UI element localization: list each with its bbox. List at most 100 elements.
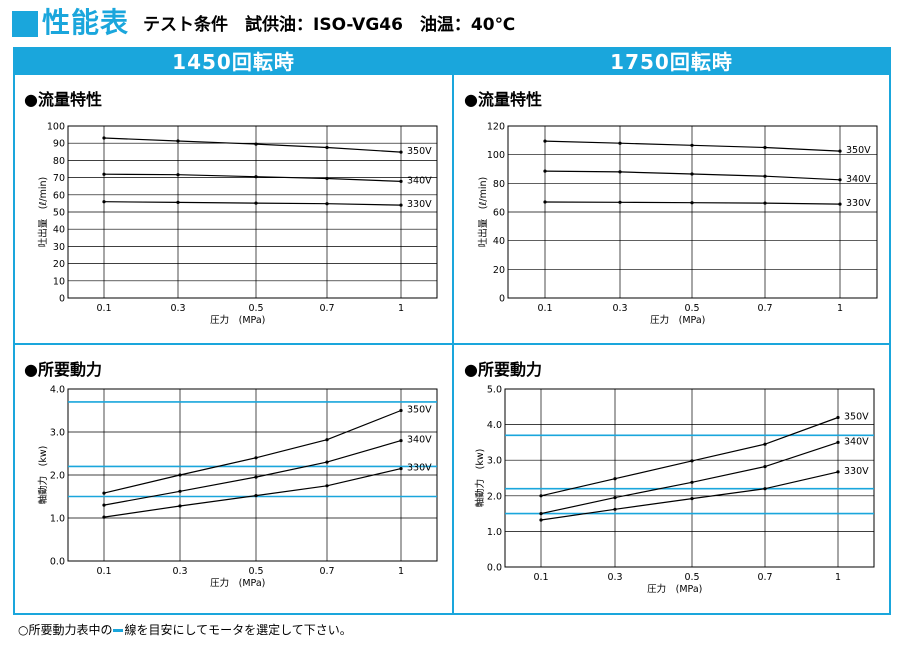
data-point-330V — [325, 484, 329, 488]
data-point-350V — [325, 145, 329, 150]
x-axis-label: 圧力 (MPa) — [210, 577, 265, 589]
data-point-340V — [325, 176, 329, 181]
data-point-340V — [763, 465, 767, 469]
data-point-350V — [399, 150, 403, 154]
data-point-350V — [254, 456, 258, 460]
x-tick-label: 0.5 — [248, 566, 263, 577]
data-point-340V — [763, 174, 767, 178]
y-tick-label: 4.0 — [50, 385, 65, 396]
data-point-340V — [399, 179, 403, 183]
y-tick-label: 0.0 — [487, 563, 502, 574]
data-point-350V — [178, 473, 182, 477]
x-tick-label: 0.1 — [533, 572, 548, 583]
data-point-340V — [254, 175, 258, 179]
column-header-1450: 1450回転時 — [15, 49, 452, 75]
x-tick-label: 1 — [837, 303, 843, 314]
data-point-350V — [838, 149, 842, 153]
y-tick-label: 20 — [53, 259, 65, 270]
data-point-340V — [613, 496, 617, 500]
y-tick-label: 50 — [53, 208, 65, 219]
y-tick-label: 100 — [47, 122, 65, 133]
series-label-330V: 330V — [407, 199, 432, 210]
data-point-350V — [399, 408, 403, 413]
data-point-350V — [102, 491, 106, 495]
y-tick-label: 1.0 — [50, 514, 65, 525]
y-tick-label: 120 — [487, 122, 505, 133]
y-tick-label: 2.0 — [50, 471, 65, 482]
data-point-330V — [176, 200, 180, 204]
y-axis-label: 吐出量 (ℓ/min) — [37, 177, 49, 247]
x-axis-label: 圧力 (MPa) — [647, 583, 702, 595]
data-point-330V — [763, 487, 767, 491]
data-point-330V — [102, 515, 106, 519]
flow-section-title-left: ●流量特性 — [24, 90, 102, 109]
x-axis-label: 圧力 (MPa) — [650, 314, 705, 326]
plot-area — [504, 388, 875, 568]
data-point-350V — [690, 143, 694, 147]
data-point-350V — [618, 141, 622, 145]
x-tick-label: 1 — [835, 572, 841, 583]
data-point-340V — [618, 170, 622, 174]
x-tick-label: 0.3 — [612, 303, 627, 314]
x-tick-label: 1 — [398, 303, 404, 314]
y-tick-label: 90 — [53, 139, 65, 150]
x-tick-label: 0.3 — [172, 566, 187, 577]
footnote-text-before: ○所要動力表中の — [18, 623, 113, 637]
y-tick-label: 40 — [53, 225, 65, 236]
data-point-350V — [325, 438, 329, 442]
series-label-330V: 330V — [846, 198, 871, 209]
x-tick-label: 0.1 — [537, 303, 552, 314]
data-point-330V — [325, 202, 329, 206]
series-label-350V: 350V — [407, 146, 432, 157]
data-point-340V — [102, 503, 106, 507]
footnote: ○所要動力表中の 線を目安にしてモータを選定して下さい。 — [18, 621, 352, 638]
data-point-330V — [618, 200, 622, 204]
x-tick-label: 0.7 — [319, 566, 334, 577]
y-tick-label: 4.0 — [487, 420, 502, 431]
x-tick-label: 0.7 — [757, 572, 772, 583]
data-point-330V — [539, 518, 543, 522]
y-axis-label: 軸動力 (kw) — [37, 446, 49, 505]
x-tick-label: 0.5 — [684, 303, 699, 314]
y-tick-label: 60 — [53, 190, 65, 201]
data-point-350V — [613, 477, 617, 481]
footnote-text-after: 線を目安にしてモータを選定して下さい。 — [124, 623, 352, 637]
series-label-340V: 340V — [407, 435, 432, 446]
y-tick-label: 80 — [493, 179, 505, 190]
series-label-340V: 340V — [846, 174, 871, 185]
data-point-340V — [836, 440, 840, 444]
data-point-340V — [102, 172, 106, 176]
x-tick-label: 0.7 — [757, 303, 772, 314]
data-point-350V — [539, 494, 543, 498]
flow-section-title-right: ●流量特性 — [464, 90, 542, 109]
x-tick-label: 0.7 — [319, 303, 334, 314]
y-tick-label: 70 — [53, 173, 65, 184]
series-label-340V: 340V — [844, 436, 869, 447]
data-point-330V — [399, 203, 403, 207]
data-point-330V — [254, 494, 258, 498]
data-point-340V — [690, 480, 694, 484]
y-tick-label: 80 — [53, 156, 65, 167]
y-axis-label: 吐出量 (ℓ/min) — [477, 177, 489, 247]
data-point-330V — [254, 201, 258, 205]
title-square-icon — [12, 11, 38, 37]
data-point-330V — [613, 507, 617, 511]
y-tick-label: 60 — [493, 208, 505, 219]
page-header: 性能表 テスト条件 試供油：ISO-VG46 油温：40℃ — [12, 6, 515, 40]
x-tick-label: 0.5 — [684, 572, 699, 583]
data-point-340V — [399, 439, 403, 443]
test-condition: テスト条件 試供油：ISO-VG46 油温：40℃ — [143, 15, 516, 35]
x-tick-label: 0.1 — [96, 303, 111, 314]
y-tick-label: 3.0 — [50, 428, 65, 439]
y-tick-label: 1.0 — [487, 527, 502, 538]
y-tick-label: 10 — [53, 276, 65, 287]
x-tick-label: 0.1 — [96, 566, 111, 577]
data-point-340V — [690, 172, 694, 176]
data-point-340V — [254, 475, 258, 479]
data-point-340V — [539, 511, 543, 516]
data-point-340V — [176, 173, 180, 177]
series-label-350V: 350V — [846, 145, 871, 156]
y-tick-label: 30 — [53, 242, 65, 253]
